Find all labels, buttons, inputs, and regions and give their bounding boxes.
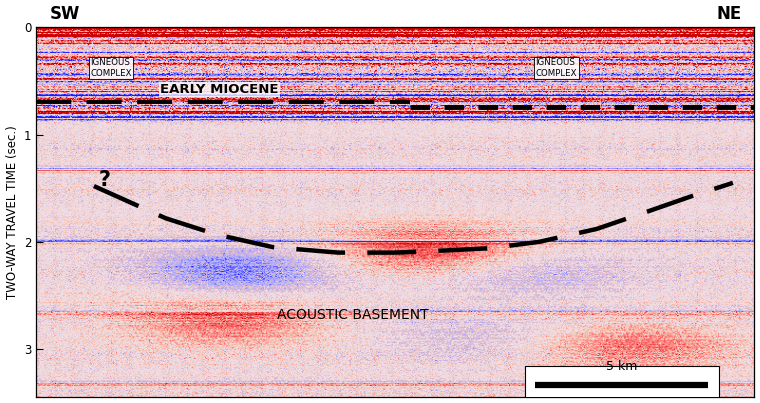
Text: SW: SW (49, 5, 80, 23)
Text: IGNEOUS
COMPLEX: IGNEOUS COMPLEX (90, 58, 131, 78)
Text: IGNEOUS
COMPLEX: IGNEOUS COMPLEX (536, 58, 577, 78)
Text: 5 km: 5 km (606, 360, 638, 373)
FancyBboxPatch shape (524, 366, 718, 403)
Text: EARLY MIOCENE: EARLY MIOCENE (160, 83, 279, 96)
Text: ACOUSTIC BASEMENT: ACOUSTIC BASEMENT (277, 308, 428, 322)
Y-axis label: TWO-WAY TRAVEL TIME (sec.): TWO-WAY TRAVEL TIME (sec.) (5, 125, 18, 299)
Text: ?: ? (99, 170, 111, 190)
Text: NE: NE (716, 5, 742, 23)
